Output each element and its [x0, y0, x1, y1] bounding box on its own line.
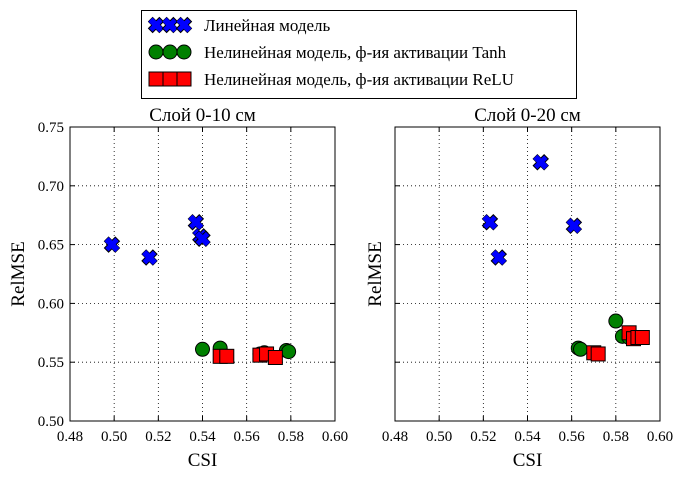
legend-label: Нелинейная модель, ф-ия активации ReLU — [204, 70, 514, 89]
square-icon — [162, 71, 178, 87]
data-point-x — [103, 236, 121, 253]
data-point-x — [187, 214, 205, 231]
x-tick-label: 0.50 — [101, 429, 127, 445]
legend-item: Нелинейная модель, ф-ия активации ReLU — [148, 70, 514, 89]
series-x — [103, 214, 211, 266]
data-point-x — [565, 217, 583, 235]
x-tick-label: 0.54 — [189, 429, 216, 445]
legend-label: Нелинейная модель, ф-ия активации Tanh — [204, 43, 507, 62]
chart-title: Слой 0-10 см — [149, 105, 256, 126]
x-tick-label: 0.52 — [145, 429, 171, 445]
data-point-square — [590, 346, 606, 362]
legend-label: Линейная модель — [204, 16, 331, 35]
series-square — [586, 325, 650, 362]
x-tick-label: 0.50 — [426, 429, 452, 445]
data-point-square — [219, 348, 235, 364]
x-icon — [175, 16, 193, 34]
data-point-x — [532, 154, 549, 171]
data-point-circle — [195, 341, 210, 357]
x-tick-label: 0.58 — [603, 429, 629, 445]
data-point-square — [634, 330, 650, 346]
y-axis-label: RelMSE — [8, 241, 29, 306]
circle-icon — [148, 44, 164, 60]
legend-item: Нелинейная модель, ф-ия активации Tanh — [148, 43, 507, 62]
data-point-x — [194, 230, 211, 247]
x-tick-label: 0.48 — [57, 429, 83, 445]
data-point-x — [481, 214, 499, 231]
x-tick-label: 0.54 — [514, 429, 541, 445]
data-point-square — [267, 349, 283, 365]
y-tick-label: 0.70 — [38, 179, 64, 195]
chart-panel-2: 0.48 0.50 0.52 0.54 0.56 0.58 0.60 Слой 0-20 см… — [365, 105, 673, 471]
legend: Линейная модель Нелинейная модель, ф-ия а… — [141, 10, 577, 99]
data-point-circle — [608, 313, 624, 329]
x-axis-label: CSI — [513, 450, 543, 471]
square-icon — [148, 71, 164, 87]
x-icon — [147, 16, 165, 34]
chart-panel-1: 0.48 0.50 0.52 0.54 0.56 0.58 0.600.500.550.60… — [8, 105, 348, 471]
y-tick-label: 0.60 — [38, 296, 64, 312]
y-tick-label: 0.75 — [38, 120, 64, 136]
circle-icon — [176, 44, 192, 60]
x-axis-label: CSI — [188, 450, 218, 471]
x-tick-label: 0.48 — [382, 429, 408, 445]
x-tick-label: 0.60 — [322, 429, 348, 445]
y-tick-label: 0.55 — [38, 355, 64, 371]
y-axis-label: RelMSE — [365, 241, 386, 306]
y-tick-label: 0.50 — [38, 414, 64, 430]
data-point-x — [490, 249, 508, 266]
data-point-x — [141, 249, 158, 266]
x-tick-label: 0.60 — [647, 429, 673, 445]
data-point-circle — [573, 341, 588, 357]
legend-frame — [141, 10, 577, 99]
chart-title: Слой 0-20 см — [474, 105, 581, 126]
x-tick-label: 0.56 — [559, 429, 586, 445]
series-square — [212, 346, 283, 365]
legend-item: Линейная модель — [147, 16, 331, 35]
x-tick-label: 0.52 — [470, 429, 496, 445]
x-tick-label: 0.56 — [234, 429, 261, 445]
square-icon — [176, 71, 192, 87]
circle-icon — [162, 44, 178, 60]
y-tick-label: 0.65 — [38, 238, 64, 254]
x-tick-label: 0.58 — [278, 429, 304, 445]
series-x — [481, 154, 583, 266]
data-point-circle — [281, 344, 297, 360]
